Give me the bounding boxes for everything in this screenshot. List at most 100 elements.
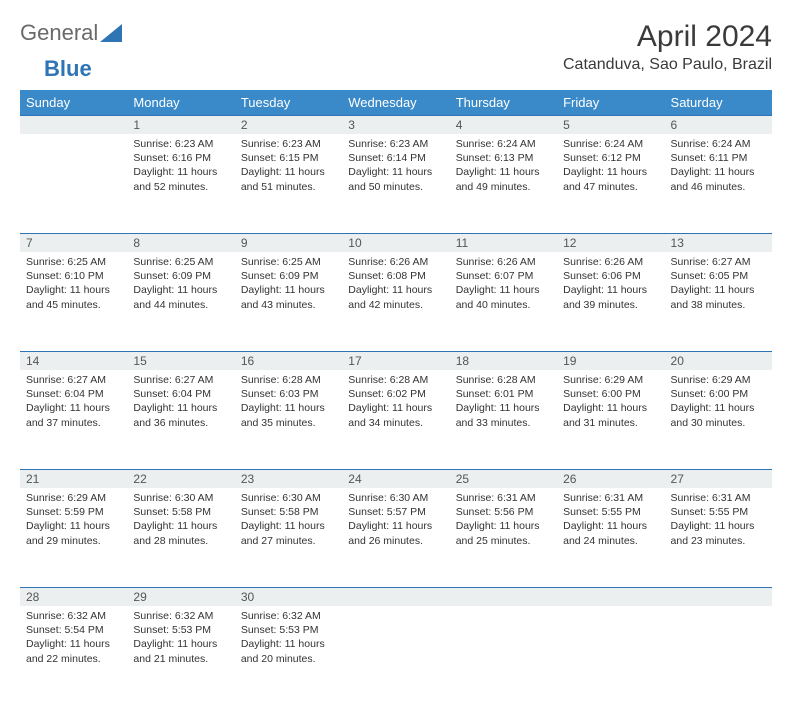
sunrise-text: Sunrise: 6:24 AM bbox=[456, 137, 551, 151]
brand-part1: General bbox=[20, 20, 98, 46]
day-number: 4 bbox=[450, 116, 557, 135]
sunset-text: Sunset: 5:53 PM bbox=[133, 623, 228, 637]
sunset-text: Sunset: 5:57 PM bbox=[348, 505, 443, 519]
daylight-text: Daylight: 11 hours and 51 minutes. bbox=[241, 165, 336, 193]
day-number: 30 bbox=[235, 588, 342, 607]
day-number: 11 bbox=[450, 234, 557, 253]
day-cell: Sunrise: 6:28 AMSunset: 6:03 PMDaylight:… bbox=[235, 370, 342, 470]
week-daynum-row: 14151617181920 bbox=[20, 352, 772, 371]
sunset-text: Sunset: 6:03 PM bbox=[241, 387, 336, 401]
day-cell: Sunrise: 6:31 AMSunset: 5:55 PMDaylight:… bbox=[665, 488, 772, 588]
daylight-text: Daylight: 11 hours and 26 minutes. bbox=[348, 519, 443, 547]
day-cell: Sunrise: 6:32 AMSunset: 5:53 PMDaylight:… bbox=[235, 606, 342, 705]
sunset-text: Sunset: 6:13 PM bbox=[456, 151, 551, 165]
daylight-text: Daylight: 11 hours and 42 minutes. bbox=[348, 283, 443, 311]
daylight-text: Daylight: 11 hours and 46 minutes. bbox=[671, 165, 766, 193]
day-number: 14 bbox=[20, 352, 127, 371]
daylight-text: Daylight: 11 hours and 52 minutes. bbox=[133, 165, 228, 193]
daylight-text: Daylight: 11 hours and 22 minutes. bbox=[26, 637, 121, 665]
sunrise-text: Sunrise: 6:29 AM bbox=[563, 373, 658, 387]
daylight-text: Daylight: 11 hours and 49 minutes. bbox=[456, 165, 551, 193]
daylight-text: Daylight: 11 hours and 27 minutes. bbox=[241, 519, 336, 547]
day-cell: Sunrise: 6:32 AMSunset: 5:53 PMDaylight:… bbox=[127, 606, 234, 705]
location-text: Catanduva, Sao Paulo, Brazil bbox=[563, 56, 772, 74]
day-number: 15 bbox=[127, 352, 234, 371]
day-cell bbox=[557, 606, 664, 705]
sunset-text: Sunset: 6:09 PM bbox=[133, 269, 228, 283]
daylight-text: Daylight: 11 hours and 37 minutes. bbox=[26, 401, 121, 429]
day-number: 19 bbox=[557, 352, 664, 371]
day-cell: Sunrise: 6:24 AMSunset: 6:11 PMDaylight:… bbox=[665, 134, 772, 234]
sunrise-text: Sunrise: 6:26 AM bbox=[348, 255, 443, 269]
sunrise-text: Sunrise: 6:31 AM bbox=[563, 491, 658, 505]
day-number: 13 bbox=[665, 234, 772, 253]
weekday-header-row: Sunday Monday Tuesday Wednesday Thursday… bbox=[20, 90, 772, 116]
week-daynum-row: 282930 bbox=[20, 588, 772, 607]
sunrise-text: Sunrise: 6:31 AM bbox=[671, 491, 766, 505]
sunrise-text: Sunrise: 6:30 AM bbox=[241, 491, 336, 505]
day-cell: Sunrise: 6:26 AMSunset: 6:08 PMDaylight:… bbox=[342, 252, 449, 352]
day-number: 20 bbox=[665, 352, 772, 371]
day-cell bbox=[665, 606, 772, 705]
day-cell: Sunrise: 6:29 AMSunset: 6:00 PMDaylight:… bbox=[557, 370, 664, 470]
day-number: 3 bbox=[342, 116, 449, 135]
sunset-text: Sunset: 5:54 PM bbox=[26, 623, 121, 637]
month-title: April 2024 bbox=[563, 20, 772, 54]
sunrise-text: Sunrise: 6:26 AM bbox=[563, 255, 658, 269]
day-cell: Sunrise: 6:23 AMSunset: 6:14 PMDaylight:… bbox=[342, 134, 449, 234]
day-number: 17 bbox=[342, 352, 449, 371]
triangle-icon bbox=[100, 24, 122, 42]
day-number: 16 bbox=[235, 352, 342, 371]
sunrise-text: Sunrise: 6:28 AM bbox=[456, 373, 551, 387]
sunset-text: Sunset: 6:02 PM bbox=[348, 387, 443, 401]
daylight-text: Daylight: 11 hours and 36 minutes. bbox=[133, 401, 228, 429]
sunset-text: Sunset: 5:58 PM bbox=[241, 505, 336, 519]
daylight-text: Daylight: 11 hours and 23 minutes. bbox=[671, 519, 766, 547]
daylight-text: Daylight: 11 hours and 50 minutes. bbox=[348, 165, 443, 193]
day-cell: Sunrise: 6:29 AMSunset: 6:00 PMDaylight:… bbox=[665, 370, 772, 470]
sunset-text: Sunset: 6:11 PM bbox=[671, 151, 766, 165]
sunset-text: Sunset: 6:16 PM bbox=[133, 151, 228, 165]
sunrise-text: Sunrise: 6:30 AM bbox=[348, 491, 443, 505]
sunrise-text: Sunrise: 6:27 AM bbox=[671, 255, 766, 269]
day-number: 9 bbox=[235, 234, 342, 253]
day-number: 5 bbox=[557, 116, 664, 135]
sunrise-text: Sunrise: 6:31 AM bbox=[456, 491, 551, 505]
daylight-text: Daylight: 11 hours and 31 minutes. bbox=[563, 401, 658, 429]
day-number: 18 bbox=[450, 352, 557, 371]
brand-part2: Blue bbox=[44, 56, 92, 81]
sunrise-text: Sunrise: 6:30 AM bbox=[133, 491, 228, 505]
day-number: 1 bbox=[127, 116, 234, 135]
daylight-text: Daylight: 11 hours and 38 minutes. bbox=[671, 283, 766, 311]
week-content-row: Sunrise: 6:23 AMSunset: 6:16 PMDaylight:… bbox=[20, 134, 772, 234]
sunrise-text: Sunrise: 6:26 AM bbox=[456, 255, 551, 269]
week-content-row: Sunrise: 6:32 AMSunset: 5:54 PMDaylight:… bbox=[20, 606, 772, 705]
daylight-text: Daylight: 11 hours and 47 minutes. bbox=[563, 165, 658, 193]
sunrise-text: Sunrise: 6:29 AM bbox=[26, 491, 121, 505]
day-cell: Sunrise: 6:27 AMSunset: 6:04 PMDaylight:… bbox=[127, 370, 234, 470]
day-cell bbox=[450, 606, 557, 705]
day-number: 6 bbox=[665, 116, 772, 135]
sunrise-text: Sunrise: 6:29 AM bbox=[671, 373, 766, 387]
sunset-text: Sunset: 6:07 PM bbox=[456, 269, 551, 283]
sunrise-text: Sunrise: 6:23 AM bbox=[348, 137, 443, 151]
week-content-row: Sunrise: 6:25 AMSunset: 6:10 PMDaylight:… bbox=[20, 252, 772, 352]
day-cell: Sunrise: 6:30 AMSunset: 5:57 PMDaylight:… bbox=[342, 488, 449, 588]
sunrise-text: Sunrise: 6:24 AM bbox=[671, 137, 766, 151]
sunset-text: Sunset: 6:04 PM bbox=[133, 387, 228, 401]
sunrise-text: Sunrise: 6:25 AM bbox=[26, 255, 121, 269]
day-number: 21 bbox=[20, 470, 127, 489]
sunrise-text: Sunrise: 6:32 AM bbox=[26, 609, 121, 623]
week-content-row: Sunrise: 6:27 AMSunset: 6:04 PMDaylight:… bbox=[20, 370, 772, 470]
day-number: 10 bbox=[342, 234, 449, 253]
sunrise-text: Sunrise: 6:23 AM bbox=[133, 137, 228, 151]
calendar-body: 123456Sunrise: 6:23 AMSunset: 6:16 PMDay… bbox=[20, 116, 772, 706]
weekday-header: Tuesday bbox=[235, 90, 342, 116]
day-cell: Sunrise: 6:31 AMSunset: 5:56 PMDaylight:… bbox=[450, 488, 557, 588]
sunrise-text: Sunrise: 6:25 AM bbox=[133, 255, 228, 269]
daylight-text: Daylight: 11 hours and 34 minutes. bbox=[348, 401, 443, 429]
sunset-text: Sunset: 6:06 PM bbox=[563, 269, 658, 283]
day-number: 22 bbox=[127, 470, 234, 489]
daylight-text: Daylight: 11 hours and 25 minutes. bbox=[456, 519, 551, 547]
day-number bbox=[20, 116, 127, 135]
